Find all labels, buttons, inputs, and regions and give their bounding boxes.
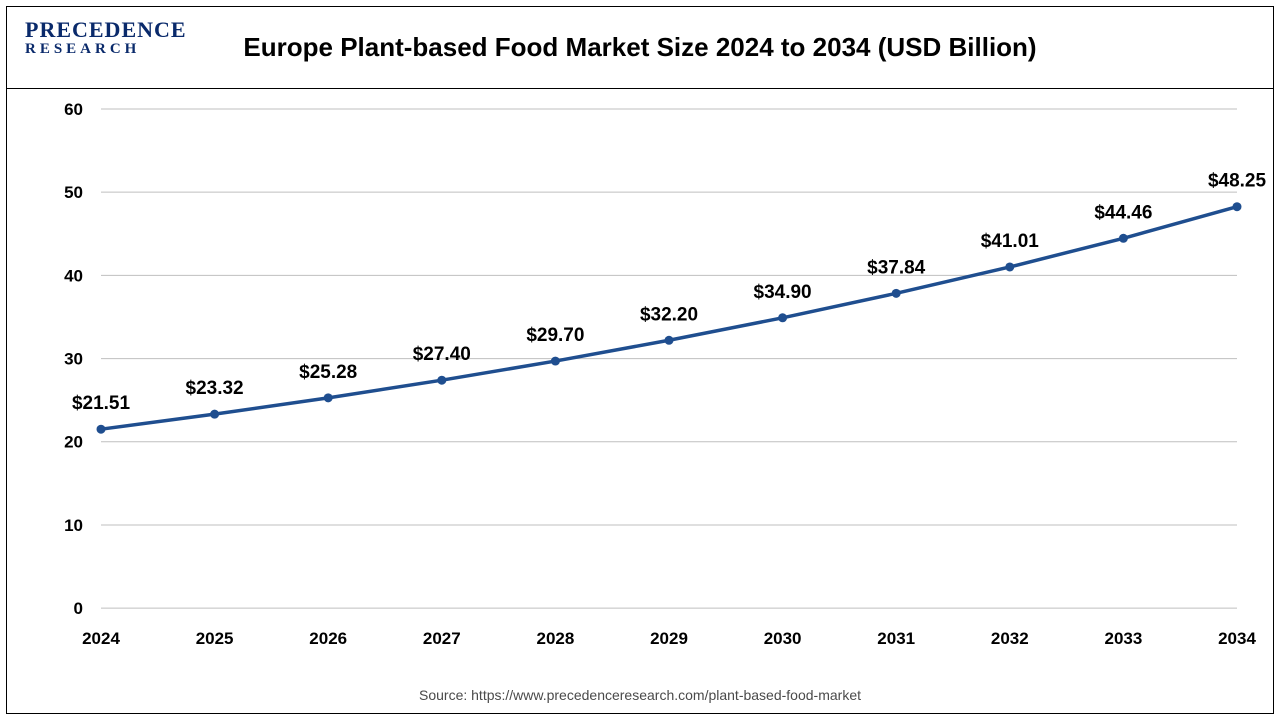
x-tick-label: 2034 [1218,629,1256,648]
y-tick-label: 10 [64,516,83,535]
data-marker [1005,262,1014,271]
chart-title: Europe Plant-based Food Market Size 2024… [243,32,1036,63]
data-label: $32.20 [640,304,698,325]
y-tick-label: 60 [64,100,83,119]
gridlines [101,109,1237,608]
x-tick-label: 2033 [1105,629,1143,648]
data-marker [892,289,901,298]
y-tick-label: 20 [64,433,83,452]
x-tick-label: 2030 [764,629,802,648]
x-tick-label: 2031 [877,629,915,648]
y-tick-label: 0 [74,599,83,618]
data-label: $27.40 [413,344,471,365]
x-tick-label: 2029 [650,629,688,648]
chart-area: 0102030405060 20242025202620272028202920… [7,89,1273,713]
source-caption: Source: https://www.precedenceresearch.c… [7,687,1273,703]
x-tick-label: 2027 [423,629,461,648]
x-tick-label: 2028 [537,629,575,648]
data-label: $29.70 [526,325,584,346]
data-label: $21.51 [72,393,131,414]
brand-logo: PRECEDENCE RESEARCH [25,17,187,58]
data-marker [97,425,106,434]
outer-frame: PRECEDENCE RESEARCH Europe Plant-based F… [6,6,1274,714]
x-tick-label: 2024 [82,629,120,648]
header: PRECEDENCE RESEARCH Europe Plant-based F… [7,7,1273,89]
y-tick-label: 50 [64,183,83,202]
data-marker [324,393,333,402]
data-label: $25.28 [299,362,357,383]
y-tick-label: 40 [64,266,83,285]
data-label: $37.84 [867,257,926,278]
data-label: $48.25 [1208,171,1267,192]
y-axis-ticks: 0 10 20 30 40 50 60 [64,100,83,618]
data-marker [210,410,219,419]
data-label: $44.46 [1094,202,1152,223]
data-label: $34.90 [754,282,812,303]
brand-name-line2: RESEARCH [25,41,187,58]
data-marker [437,376,446,385]
data-label: $41.01 [981,231,1040,252]
data-marker [1119,234,1128,243]
data-marker [1233,202,1242,211]
x-tick-label: 2025 [196,629,234,648]
x-tick-label: 2032 [991,629,1029,648]
data-labels: $21.51 $23.32 $25.28 $27.40 $29.70 $32.20 $34.… [72,171,1267,414]
data-marker [665,336,674,345]
x-axis-ticks: 2024 2025 2026 2027 2028 2029 2030 2031 2032 2033… [82,629,1256,648]
y-tick-label: 30 [64,350,83,369]
data-label: $23.32 [186,378,244,399]
x-tick-label: 2026 [309,629,347,648]
line-chart: 0102030405060 20242025202620272028202920… [7,89,1273,713]
brand-name-line1: PRECEDENCE [25,17,187,43]
data-marker [551,357,560,366]
data-marker [778,313,787,322]
